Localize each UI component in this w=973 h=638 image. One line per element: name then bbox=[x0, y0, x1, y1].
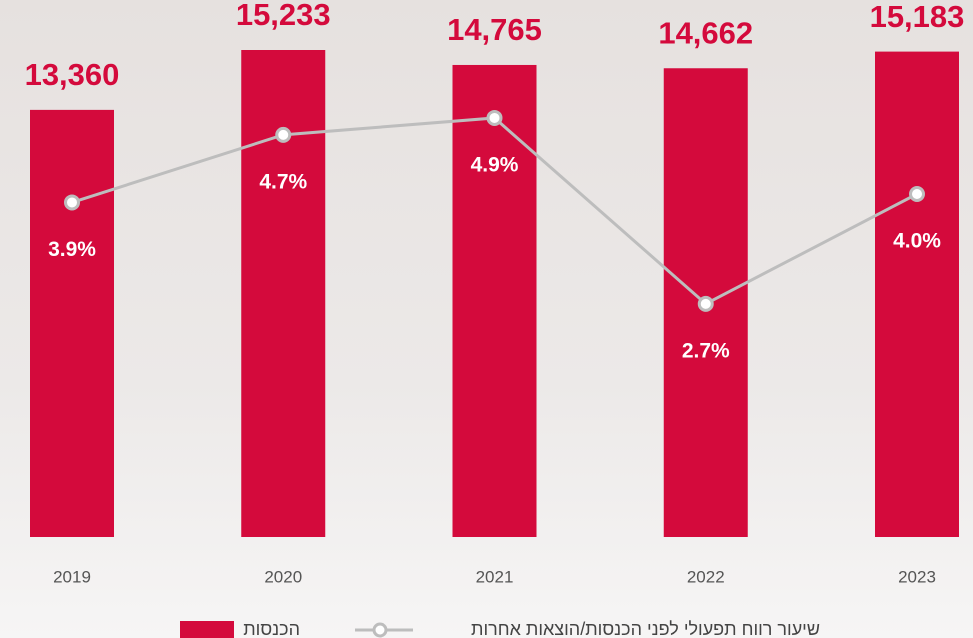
legend-label: הכנסות bbox=[243, 619, 300, 638]
x-tick-label: 2019 bbox=[53, 567, 91, 586]
line-point bbox=[486, 109, 503, 126]
line-value-label: 4.7% bbox=[259, 170, 307, 193]
legend-point bbox=[372, 622, 388, 638]
bar-value-label: 15,183 bbox=[870, 0, 965, 34]
line-point bbox=[697, 295, 714, 312]
line-point bbox=[909, 186, 925, 202]
bar-value-label: 14,662 bbox=[658, 15, 753, 50]
bar bbox=[30, 109, 114, 537]
line-value-label: 2.7% bbox=[682, 339, 730, 362]
legend-swatch bbox=[180, 621, 234, 638]
line-value-label: 4.0% bbox=[893, 230, 941, 253]
x-tick-label: 2020 bbox=[264, 567, 302, 586]
line-point bbox=[64, 194, 80, 211]
line-point bbox=[275, 126, 292, 143]
bar-value-label: 13,360 bbox=[25, 57, 120, 92]
legend-label: שיעור רווח תפעולי לפני הכנסות/הוצאות אחר… bbox=[471, 619, 820, 638]
bar-value-label: 14,765 bbox=[447, 12, 542, 47]
bar-value-label: 15,233 bbox=[236, 0, 331, 32]
x-tick-label: 2021 bbox=[476, 567, 514, 586]
bar bbox=[452, 64, 537, 538]
x-tick-label: 2023 bbox=[898, 567, 936, 586]
line-value-label: 4.9% bbox=[471, 153, 519, 176]
line-value-label: 3.9% bbox=[48, 238, 96, 261]
bar bbox=[241, 50, 326, 537]
plot-area: 2019 2020 2021 2022 2023 13,360 15,233 14,765 14… bbox=[25, 0, 965, 586]
x-tick-label: 2022 bbox=[687, 567, 725, 586]
legend: הכנסות שיעור רווח תפעולי לפני הכנסות/הוצא… bbox=[180, 619, 820, 638]
bar bbox=[875, 51, 959, 537]
